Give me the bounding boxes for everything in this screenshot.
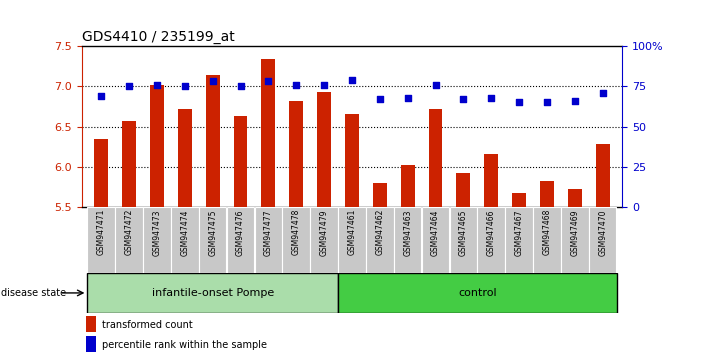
FancyBboxPatch shape	[394, 207, 422, 273]
Point	[569, 98, 580, 104]
Point	[513, 99, 525, 105]
Text: GSM947465: GSM947465	[459, 209, 468, 256]
FancyBboxPatch shape	[338, 273, 616, 313]
Point	[346, 77, 358, 83]
Text: GSM947478: GSM947478	[292, 209, 301, 256]
Bar	[484, 154, 498, 207]
Bar	[540, 181, 554, 207]
FancyBboxPatch shape	[477, 207, 505, 273]
Bar	[429, 109, 442, 207]
Point	[319, 82, 330, 87]
Text: GSM947477: GSM947477	[264, 209, 273, 256]
Text: GSM947469: GSM947469	[570, 209, 579, 256]
Point	[179, 84, 191, 89]
Bar	[317, 92, 331, 207]
Bar	[568, 189, 582, 207]
Text: control: control	[458, 288, 496, 298]
Text: GSM947463: GSM947463	[403, 209, 412, 256]
FancyBboxPatch shape	[449, 207, 477, 273]
FancyBboxPatch shape	[533, 207, 561, 273]
FancyBboxPatch shape	[199, 207, 227, 273]
Bar	[95, 139, 108, 207]
Point	[458, 96, 469, 102]
FancyBboxPatch shape	[171, 207, 198, 273]
Bar	[401, 165, 415, 207]
Text: transformed count: transformed count	[102, 320, 193, 330]
Point	[95, 93, 107, 99]
FancyBboxPatch shape	[338, 207, 365, 273]
Text: GSM947464: GSM947464	[431, 209, 440, 256]
FancyBboxPatch shape	[227, 207, 255, 273]
Text: GSM947479: GSM947479	[319, 209, 328, 256]
FancyBboxPatch shape	[115, 207, 143, 273]
Text: GSM947475: GSM947475	[208, 209, 217, 256]
Text: GSM947461: GSM947461	[348, 209, 356, 256]
Bar	[456, 173, 470, 207]
Point	[374, 96, 385, 102]
Point	[430, 82, 442, 87]
Text: GSM947467: GSM947467	[515, 209, 523, 256]
Bar	[373, 183, 387, 207]
Bar	[289, 101, 303, 207]
Text: GSM947471: GSM947471	[97, 209, 106, 256]
FancyBboxPatch shape	[589, 207, 616, 273]
Text: GSM947462: GSM947462	[375, 209, 385, 256]
Text: GSM947473: GSM947473	[152, 209, 161, 256]
Text: percentile rank within the sample: percentile rank within the sample	[102, 340, 267, 350]
FancyBboxPatch shape	[255, 207, 282, 273]
Bar	[596, 144, 609, 207]
Bar	[345, 114, 359, 207]
Text: GSM947466: GSM947466	[487, 209, 496, 256]
FancyBboxPatch shape	[366, 207, 394, 273]
Point	[291, 82, 302, 87]
FancyBboxPatch shape	[310, 207, 338, 273]
Bar	[205, 75, 220, 207]
Text: GSM947472: GSM947472	[124, 209, 134, 256]
Point	[541, 99, 552, 105]
Text: GSM947474: GSM947474	[181, 209, 189, 256]
Text: GSM947470: GSM947470	[598, 209, 607, 256]
Bar	[86, 336, 96, 352]
Text: disease state: disease state	[1, 288, 67, 298]
Point	[124, 84, 135, 89]
Bar	[122, 121, 136, 207]
Bar	[234, 116, 247, 207]
FancyBboxPatch shape	[87, 273, 338, 313]
Point	[597, 90, 609, 96]
FancyBboxPatch shape	[143, 207, 171, 273]
Text: GDS4410 / 235199_at: GDS4410 / 235199_at	[82, 30, 235, 44]
Point	[151, 82, 163, 87]
FancyBboxPatch shape	[282, 207, 310, 273]
FancyBboxPatch shape	[506, 207, 533, 273]
Text: infantile-onset Pompe: infantile-onset Pompe	[151, 288, 274, 298]
Text: GSM947468: GSM947468	[542, 209, 552, 256]
FancyBboxPatch shape	[87, 207, 115, 273]
Text: GSM947476: GSM947476	[236, 209, 245, 256]
Bar	[262, 59, 275, 207]
Bar	[178, 109, 192, 207]
FancyBboxPatch shape	[422, 207, 449, 273]
Bar	[512, 193, 526, 207]
Point	[262, 79, 274, 84]
FancyBboxPatch shape	[561, 207, 589, 273]
Point	[207, 79, 218, 84]
Bar	[150, 85, 164, 207]
Point	[486, 95, 497, 101]
Point	[402, 95, 413, 101]
Bar	[86, 316, 96, 332]
Point	[235, 84, 246, 89]
